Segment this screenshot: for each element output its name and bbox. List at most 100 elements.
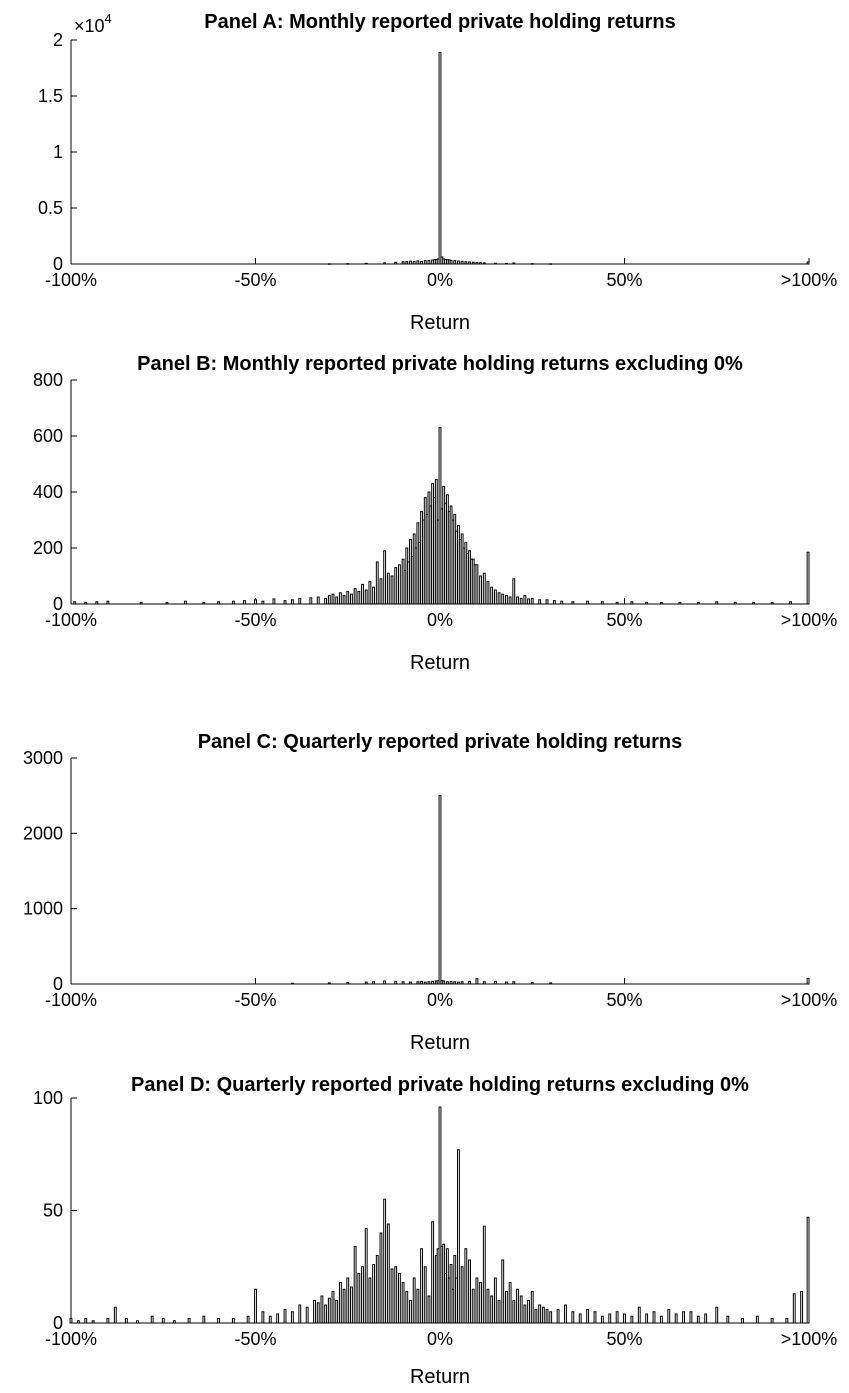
panel-d-bar [202, 1315, 206, 1324]
panel-d-bar [346, 1277, 350, 1324]
panel-b-bar [309, 597, 313, 605]
panel-b-bar [243, 600, 246, 605]
panel-d-bar [785, 1318, 789, 1324]
panel-d-bar [331, 1291, 335, 1324]
panel-b-bar [479, 575, 483, 605]
panel-b-bar [350, 593, 353, 605]
panel-b-x-tick-label: 50% [606, 610, 642, 630]
panel-d-bar [493, 1277, 497, 1324]
panel-d-bar [438, 1106, 442, 1324]
panel-c-bar [394, 980, 398, 985]
panel-d-bar [538, 1304, 542, 1324]
panel-b-bar [375, 561, 379, 605]
panel-b-bar [272, 598, 276, 605]
panel-c-bar [438, 795, 442, 985]
panel-b-bar [353, 588, 357, 605]
panel-b-bar [139, 601, 143, 605]
panel-d-bar [420, 1248, 423, 1324]
panel-d-bar [172, 1320, 176, 1324]
panel-d-bar [298, 1304, 302, 1324]
panel-d-bar [124, 1318, 128, 1324]
panel-d-bar [327, 1297, 331, 1324]
panel-c-bar [327, 982, 331, 985]
panel-b-bar [516, 596, 519, 605]
panel-c-bar [482, 981, 486, 985]
panel-d-bar [578, 1313, 582, 1324]
panel-d-bar [726, 1315, 730, 1324]
panel-a-bar [427, 259, 431, 265]
panel-a-bar [416, 260, 420, 265]
panel-a-bar [327, 263, 331, 265]
panel-d-bar [593, 1311, 597, 1324]
panel-b-bar [217, 601, 221, 605]
panel-d-bar [600, 1315, 604, 1324]
panel-d-bar [530, 1291, 534, 1324]
panel-d-bar [652, 1311, 656, 1324]
panel-b-bar [165, 602, 169, 605]
panel-d-bar [261, 1311, 265, 1324]
panel-a-bar [471, 261, 475, 265]
panel-c-bar [530, 981, 534, 985]
panel-c-bar [512, 981, 516, 985]
panel-d-bar [741, 1318, 745, 1324]
panel-b-bar [383, 550, 387, 605]
panel-d-bar [608, 1313, 612, 1324]
panel-a-bar [420, 260, 423, 265]
panel-d-bar [645, 1313, 649, 1324]
panel-b-x-tick-label: -100% [45, 610, 97, 630]
panel-a-x-tick-label: 0% [427, 270, 453, 290]
panel-b-bar [106, 600, 110, 605]
panel-c-y-tick-label: 2000 [23, 823, 63, 843]
panel-a-axes: 0 0.5 1 1.5 2 -100% -50% 0% 50% >100% [38, 30, 837, 290]
panel-c-bar [549, 982, 553, 985]
panel-d-bar [508, 1282, 512, 1324]
panel-a-bar [423, 260, 427, 265]
panel-c: Panel C: Quarterly reported private hold… [23, 731, 837, 1054]
panel-b-x-tick-label: -50% [234, 610, 276, 630]
panel-b-x-tick-label: 0% [427, 610, 453, 630]
panel-d-title: Panel D: Quarterly reported private hold… [131, 1074, 749, 1096]
panel-c-bar [416, 981, 420, 985]
panel-b-bar [342, 595, 346, 605]
panel-a-bar [412, 261, 416, 265]
panel-d-bar [361, 1266, 364, 1324]
panel-b-bar [231, 600, 235, 605]
panel-d-bar [468, 1259, 471, 1324]
panel-b-x-axis-label: Return [410, 652, 470, 674]
panel-b-bar [497, 592, 501, 605]
panel-c-y-tick-label: 3000 [23, 748, 63, 768]
panel-c-y-tick-label: 0 [53, 974, 63, 994]
panel-d-bar [523, 1304, 527, 1324]
panel-d-bar [113, 1306, 117, 1324]
panel-b-bar [615, 601, 619, 605]
panel-b-bar [372, 586, 376, 605]
panel-d-bar [324, 1304, 328, 1324]
panel-a-bar [512, 262, 516, 265]
panel-d-x-tick-label: 0% [427, 1329, 453, 1349]
panel-b-bar [357, 590, 361, 605]
panel-a-x-tick-label: >100% [781, 270, 838, 290]
panel-d-bar [460, 1266, 464, 1324]
panel-b-y-tick-label: 200 [33, 538, 63, 558]
panel-b-bar [490, 586, 494, 605]
panel-d-bar [335, 1300, 339, 1324]
panel-c-bar [442, 980, 446, 985]
panel-d-bar [623, 1313, 626, 1324]
panel-b-y-tick-label: 0 [53, 594, 63, 614]
panel-d-bar [409, 1300, 412, 1324]
panel-d-bar [290, 1311, 294, 1324]
panel-c-bar [372, 981, 376, 985]
panel-b-bar [538, 599, 542, 605]
panel-d-bar [246, 1315, 250, 1324]
panel-c-bar [449, 980, 453, 985]
panel-d-bar [372, 1264, 376, 1324]
panel-d-bar [501, 1259, 505, 1324]
panel-c-x-tick-label: 50% [606, 990, 642, 1010]
panel-b-bar [530, 597, 534, 605]
panel-a-bar [549, 263, 553, 265]
panel-c-bar [460, 981, 464, 985]
panel-b-bar [327, 595, 331, 605]
panel-b-bar [202, 602, 206, 605]
panel-a-bar [530, 263, 534, 265]
panel-a-bar [505, 262, 508, 265]
